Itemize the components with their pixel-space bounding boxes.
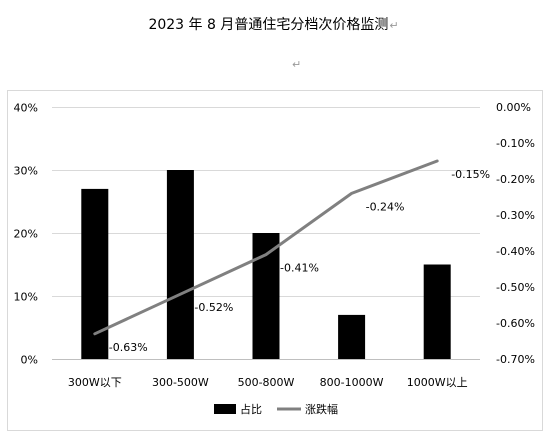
legend-label-line: 涨跌幅	[305, 402, 338, 416]
x-tick-label: 500-800W	[238, 376, 295, 389]
y-left-tick-label: 0%	[21, 354, 38, 367]
chart-frame	[7, 90, 543, 431]
bar-3	[252, 233, 280, 359]
x-tick-label: 300-500W	[152, 376, 209, 389]
legend-swatch-bar	[214, 404, 236, 414]
y-left-tick-label: 30%	[14, 165, 38, 178]
chart-title-text: 2023 年 8 月普通住宅分档次价格监测	[148, 17, 389, 33]
y-right-tick-label: -0.50%	[496, 281, 535, 294]
bar-5	[423, 264, 451, 359]
y-left-tick-label: 20%	[14, 228, 38, 241]
line-series-changes	[93, 159, 439, 336]
y-right-tick-label: -0.30%	[496, 209, 535, 222]
y-right-tick-label: -0.60%	[496, 317, 535, 330]
line-data-label: -0.24%	[366, 200, 405, 213]
legend-label-bar: 占比	[240, 402, 262, 416]
bar-4	[338, 314, 366, 359]
line-data-label: -0.52%	[194, 301, 233, 314]
x-tick-label: 300W以下	[68, 376, 122, 389]
paragraph-mark-line: ↵	[292, 58, 302, 71]
y-right-tick-label: 0.00%	[496, 101, 531, 114]
line-data-label: -0.63%	[109, 341, 148, 354]
y-right-tick-label: -0.40%	[496, 245, 535, 258]
y-right-tick-label: -0.10%	[496, 137, 535, 150]
x-tick-label: 800-1000W	[320, 376, 384, 389]
line-data-label: -0.15%	[451, 168, 490, 181]
paragraph-mark: ↵	[389, 19, 399, 32]
chart-title: 2023 年 8 月普通住宅分档次价格监测↵	[0, 14, 547, 34]
line-data-label: -0.41%	[280, 262, 319, 275]
y-left-tick-label: 10%	[14, 291, 38, 304]
y-right-tick-label: -0.20%	[496, 173, 535, 186]
y-right-tick-label: -0.70%	[496, 353, 535, 366]
bar-2	[166, 170, 194, 359]
y-left-tick-label: 40%	[14, 102, 38, 115]
x-tick-label: 1000W以上	[407, 376, 468, 389]
